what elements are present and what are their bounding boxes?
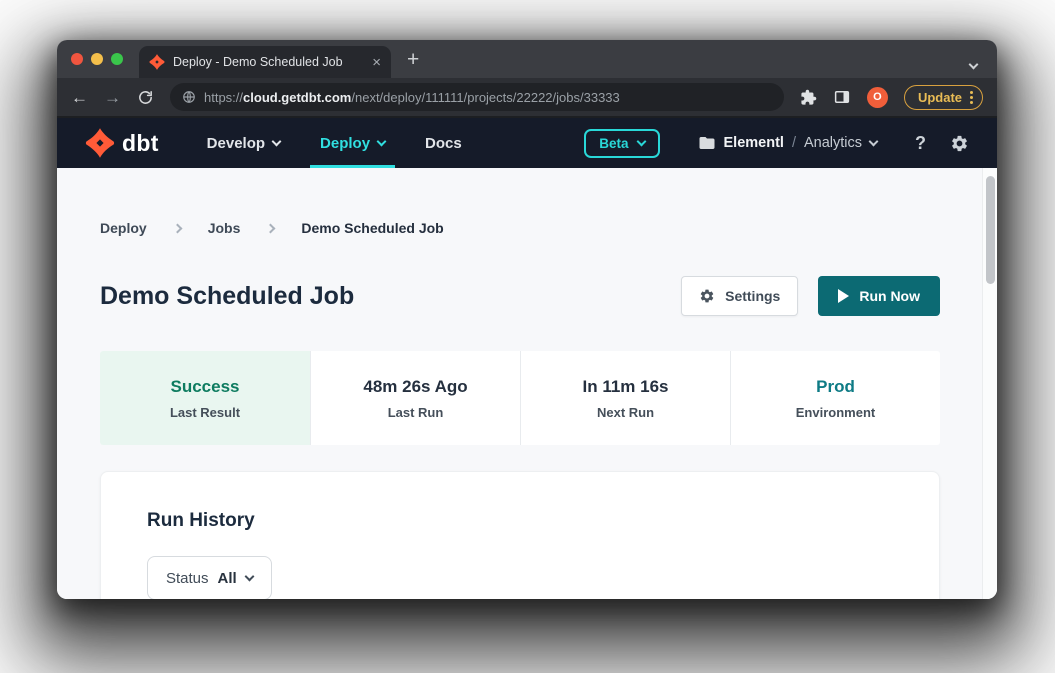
browser-tab-strip: Deploy - Demo Scheduled Job × + [57, 40, 997, 78]
page-header: Demo Scheduled Job Settings Run Now [100, 276, 940, 316]
side-panel-icon[interactable] [833, 88, 851, 106]
browser-tab[interactable]: Deploy - Demo Scheduled Job × [139, 46, 391, 78]
play-icon [838, 289, 850, 303]
help-button[interactable]: ? [915, 132, 926, 153]
run-history-title: Run History [147, 510, 255, 531]
dbt-top-navbar: dbt Develop Deploy Docs Beta Elementl / [57, 118, 997, 168]
minimize-window-button[interactable] [91, 53, 103, 65]
extensions-puzzle-icon[interactable] [800, 89, 817, 106]
account-project-separator: / [791, 135, 796, 151]
nav-item-deploy[interactable]: Deploy [310, 118, 396, 168]
url-protocol: https:// [204, 89, 244, 105]
chevron-down-icon [376, 136, 387, 147]
stat-next-run: In 11m 16s Next Run [520, 351, 730, 445]
update-label: Update [917, 89, 962, 105]
next-run-value: In 11m 16s [582, 376, 669, 396]
nav-item-develop[interactable]: Develop [201, 118, 286, 168]
settings-button[interactable]: Settings [681, 276, 799, 316]
dbt-brand-label: dbt [122, 129, 159, 156]
browser-window: Deploy - Demo Scheduled Job × + ← → http… [57, 40, 997, 599]
status-filter-value: All [217, 569, 237, 587]
close-window-button[interactable] [71, 53, 83, 65]
url-path: /next/deploy/111111/projects/22222/jobs/… [351, 89, 620, 105]
url-domain: cloud.getdbt.com [243, 89, 352, 105]
dbt-logo-icon [85, 128, 115, 158]
beta-label: Beta [599, 135, 629, 151]
nav-docs-label: Docs [425, 134, 462, 152]
url-text: https://cloud.getdbt.com/next/deploy/111… [204, 90, 620, 105]
status-filter-label: Status [166, 569, 209, 587]
forward-icon[interactable]: → [104, 87, 121, 107]
browser-menu-kebab-icon[interactable] [970, 90, 973, 104]
stat-last-result: Success Last Result [100, 351, 310, 445]
status-filter-dropdown[interactable]: Status All [147, 556, 272, 599]
environment-value: Prod [816, 376, 855, 396]
page-content: Deploy Jobs Demo Scheduled Job Demo Sche… [57, 168, 997, 599]
site-info-globe-icon[interactable] [182, 90, 196, 104]
breadcrumb: Deploy Jobs Demo Scheduled Job [100, 220, 940, 236]
chevron-right-icon [265, 223, 276, 233]
new-tab-button[interactable]: + [407, 47, 420, 71]
chevron-down-icon [636, 136, 646, 147]
last-run-label: Last Run [387, 404, 444, 420]
scrollbar-thumb[interactable] [986, 176, 995, 284]
chrome-update-button[interactable]: Update [903, 84, 983, 110]
run-now-label: Run Now [859, 288, 920, 304]
browser-toolbar: ← → https://cloud.getdbt.com/next/deploy… [57, 78, 997, 118]
nav-develop-label: Develop [206, 134, 266, 152]
chevron-down-icon [271, 136, 282, 147]
tab-search-chevron-icon[interactable] [968, 55, 979, 73]
stat-last-run: 48m 26s Ago Last Run [310, 351, 520, 445]
project-name: Analytics [803, 135, 862, 151]
chevron-down-icon [868, 136, 879, 147]
beta-dropdown[interactable]: Beta [584, 128, 660, 158]
last-result-label: Last Result [169, 404, 241, 420]
maximize-window-button[interactable] [111, 53, 123, 65]
breadcrumb-current-job: Demo Scheduled Job [301, 220, 444, 236]
folder-icon [699, 137, 714, 149]
chevron-right-icon [172, 223, 183, 233]
nav-deploy-label: Deploy [320, 134, 371, 152]
page-scrollbar[interactable] [982, 168, 997, 599]
header-actions: Settings Run Now [681, 276, 940, 316]
next-run-label: Next Run [596, 404, 655, 420]
run-history-card: Run History Status All [100, 471, 940, 599]
job-stats-row: Success Last Result 48m 26s Ago Last Run… [100, 351, 940, 445]
breadcrumb-deploy[interactable]: Deploy [100, 220, 147, 236]
breadcrumb-jobs[interactable]: Jobs [207, 220, 241, 236]
chevron-down-icon [244, 571, 255, 582]
profile-avatar[interactable]: O [866, 86, 888, 108]
back-icon[interactable]: ← [71, 87, 88, 107]
address-bar[interactable]: https://cloud.getdbt.com/next/deploy/111… [170, 83, 784, 111]
nav-item-docs[interactable]: Docs [419, 118, 468, 168]
page-title: Demo Scheduled Job [100, 281, 355, 310]
close-tab-icon[interactable]: × [372, 53, 381, 71]
settings-gear-icon[interactable] [950, 134, 969, 153]
last-run-value: 48m 26s Ago [363, 376, 468, 396]
window-controls [71, 53, 123, 65]
dbt-logo[interactable]: dbt [85, 128, 159, 158]
reload-icon[interactable] [137, 89, 154, 106]
last-result-value: Success [170, 376, 240, 396]
tab-title: Deploy - Demo Scheduled Job [173, 55, 343, 69]
environment-label: Environment [795, 404, 876, 420]
dbt-favicon-icon [149, 54, 165, 70]
run-now-button[interactable]: Run Now [818, 276, 940, 316]
settings-label: Settings [725, 288, 781, 304]
account-name: Elementl [723, 135, 784, 151]
gear-icon [700, 289, 714, 303]
project-picker[interactable]: Elementl / Analytics [698, 134, 879, 152]
stat-environment: Prod Environment [730, 351, 940, 445]
